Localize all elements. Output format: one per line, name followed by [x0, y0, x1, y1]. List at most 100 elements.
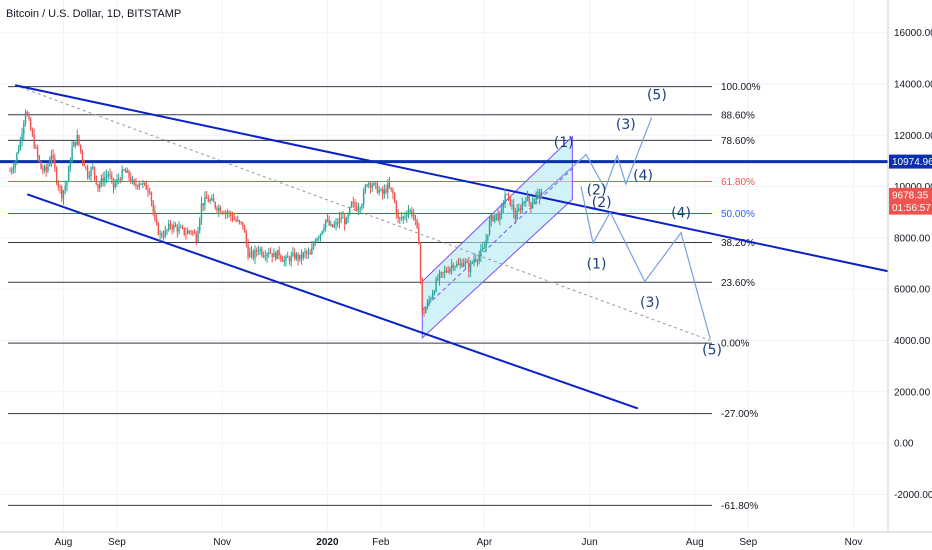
candle-body	[274, 252, 277, 259]
candle-body	[306, 251, 308, 254]
candle-body	[237, 220, 239, 222]
x-tick-label: Aug	[55, 537, 73, 548]
candle-body	[238, 220, 241, 222]
candle-body	[216, 207, 218, 211]
wave-label-bearish: (2)	[592, 195, 612, 211]
candle-body	[423, 312, 425, 314]
candle-body	[395, 202, 398, 215]
lower-trendline	[26, 193, 639, 410]
candle-body	[212, 198, 215, 203]
candle-body	[173, 224, 175, 230]
candle-body	[86, 167, 89, 177]
candle-body	[330, 224, 332, 226]
candle-body	[19, 139, 22, 150]
candle-body	[302, 252, 304, 259]
candle-body	[268, 252, 270, 254]
x-tick-label: Sep	[108, 537, 126, 548]
candle-body	[407, 210, 410, 216]
candle-body	[393, 193, 396, 203]
candle-body	[373, 182, 375, 186]
y-tick-label: 10000.00	[894, 182, 932, 193]
candle-body	[117, 179, 120, 181]
candle-body	[331, 224, 334, 227]
candle-body	[387, 183, 389, 193]
candle-body	[531, 203, 534, 208]
candle-body	[514, 213, 517, 220]
candle-body	[419, 244, 422, 278]
candle-body	[347, 214, 349, 219]
candle-body	[435, 279, 437, 292]
candle-body	[54, 157, 56, 169]
candle-body	[513, 204, 515, 214]
candle-body	[338, 217, 341, 224]
fib-level-label: 38.20%	[721, 238, 755, 249]
candle-body	[506, 193, 508, 195]
candle-body	[454, 266, 456, 268]
time-axis: Aug Sep Nov 2020 Feb Apr Jun Aug Sep Nov	[55, 537, 863, 548]
candle-body	[314, 240, 317, 245]
candle-body	[262, 254, 265, 257]
candle-body	[271, 253, 273, 258]
candle-body	[116, 179, 118, 184]
candle-body	[483, 248, 486, 250]
candle-body	[171, 226, 173, 230]
candle-body	[464, 261, 467, 263]
candle-body	[540, 191, 542, 199]
candle-body	[133, 179, 135, 184]
price-tag-label: 01:56:57	[892, 203, 931, 214]
candle-body	[316, 238, 318, 241]
x-tick-label: Aug	[686, 537, 704, 548]
candle-body	[537, 192, 539, 194]
candle-body	[343, 217, 346, 225]
candle-body	[461, 263, 463, 267]
candle-body	[36, 147, 39, 156]
candle-body	[71, 146, 73, 163]
candle-body	[264, 256, 266, 258]
y-tick-label: 12000.00	[894, 131, 932, 142]
candle-body	[97, 184, 99, 189]
fibonacci-levels: 100.00% 88.60% 78.60% 61.80% 50.00% 38.20% 23.…	[8, 82, 761, 512]
candle-body	[511, 204, 513, 206]
candle-body	[90, 168, 92, 177]
candle-body	[499, 213, 501, 221]
candle-body	[411, 210, 413, 216]
wave-label-bearish: (1)	[587, 257, 607, 273]
candle-body	[45, 166, 47, 172]
candle-body	[471, 262, 473, 264]
candle-body	[300, 254, 303, 259]
candle-body	[47, 165, 49, 172]
candle-body	[359, 207, 361, 209]
candle-body	[319, 234, 322, 238]
candle-body	[245, 232, 248, 244]
candle-body	[26, 112, 28, 116]
candle-body	[174, 224, 177, 227]
candle-body	[533, 199, 536, 204]
candle-body	[478, 256, 480, 261]
candle-body	[425, 308, 427, 314]
candle-body	[457, 263, 460, 265]
fib-level-label: 61.80%	[721, 177, 755, 188]
candle-body	[81, 151, 84, 161]
diagonal-guide-line	[15, 84, 711, 341]
wave-label-bullish: (5)	[647, 87, 667, 103]
candle-body	[299, 254, 301, 260]
candle-body	[50, 155, 53, 162]
candle-body	[323, 227, 325, 232]
candle-body	[352, 202, 354, 204]
candle-body	[324, 219, 327, 228]
candle-body	[33, 134, 35, 148]
candle-body	[414, 215, 417, 220]
candle-body	[349, 207, 351, 215]
candle-body	[295, 254, 298, 259]
candle-body	[255, 249, 258, 252]
candle-body	[28, 115, 30, 120]
candle-body	[107, 174, 110, 176]
candle-body	[254, 249, 256, 259]
price-tag-label: 10974.96	[892, 157, 932, 168]
price-axis: 16000.00 14000.00 12000.00 10000.00 8000.00 6…	[894, 28, 932, 501]
candle-body	[433, 291, 436, 294]
x-tick-label: Feb	[372, 537, 390, 548]
candle-body	[136, 185, 139, 187]
candle-body	[140, 183, 142, 185]
candle-body	[247, 243, 249, 258]
